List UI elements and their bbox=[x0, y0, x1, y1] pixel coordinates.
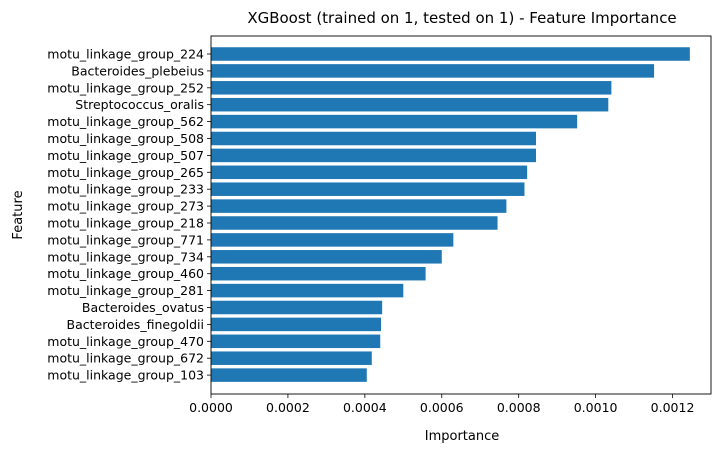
y-tick-label: Streptococcus_oralis bbox=[75, 97, 204, 112]
y-tick-label: motu_linkage_group_252 bbox=[47, 80, 204, 95]
y-tick-label: motu_linkage_group_508 bbox=[47, 131, 204, 146]
bar bbox=[211, 233, 454, 247]
y-tick-label: Bacteroides_ovatus bbox=[82, 300, 204, 315]
y-tick-label: motu_linkage_group_265 bbox=[47, 165, 204, 180]
bar bbox=[211, 199, 507, 213]
y-tick-label: motu_linkage_group_218 bbox=[47, 216, 204, 231]
bar bbox=[211, 131, 536, 146]
y-tick-label: Bacteroides_plebeius bbox=[71, 63, 204, 78]
bar bbox=[211, 64, 655, 78]
y-tick-label: motu_linkage_group_281 bbox=[47, 283, 204, 298]
bar bbox=[211, 368, 367, 382]
bar bbox=[211, 250, 442, 264]
y-tick-label: motu_linkage_group_562 bbox=[47, 114, 204, 129]
bar bbox=[211, 182, 525, 196]
x-tick-label: 0.0012 bbox=[651, 400, 695, 415]
bar bbox=[211, 148, 536, 163]
x-tick-label: 0.0006 bbox=[420, 400, 464, 415]
x-tick-label: 0.0004 bbox=[343, 400, 387, 415]
bar bbox=[211, 283, 404, 298]
y-tick-label: motu_linkage_group_273 bbox=[47, 199, 204, 214]
bar bbox=[211, 334, 381, 349]
y-tick-label: motu_linkage_group_103 bbox=[47, 368, 204, 383]
bar bbox=[211, 114, 578, 129]
y-tick-label: motu_linkage_group_734 bbox=[47, 249, 204, 264]
x-tick-label: 0.0010 bbox=[574, 400, 618, 415]
bar bbox=[211, 165, 528, 180]
bar bbox=[211, 97, 609, 112]
bar bbox=[211, 317, 381, 332]
chart-title: XGBoost (trained on 1, tested on 1) - Fe… bbox=[247, 9, 676, 27]
y-tick-label: motu_linkage_group_672 bbox=[47, 351, 204, 366]
bar bbox=[211, 266, 426, 281]
x-tick-labels: 0.0000 0.0002 0.0004 0.0006 0.0008 0.0010 0.00… bbox=[189, 394, 694, 415]
bars-group bbox=[211, 47, 690, 382]
y-tick-label: motu_linkage_group_224 bbox=[47, 47, 204, 62]
y-axis-label: Feature bbox=[11, 190, 26, 239]
bar bbox=[211, 216, 498, 230]
y-tick-label: motu_linkage_group_233 bbox=[47, 182, 204, 197]
x-tick-label: 0.0002 bbox=[266, 400, 310, 415]
x-tick-label: 0.0008 bbox=[497, 400, 541, 415]
x-axis-label: Importance bbox=[425, 429, 500, 444]
x-tick-label: 0.0000 bbox=[189, 400, 233, 415]
y-tick-label: motu_linkage_group_460 bbox=[47, 266, 204, 281]
y-tick-labels: motu_linkage_group_224Bacteroides_plebei… bbox=[47, 47, 211, 383]
y-tick-label: motu_linkage_group_470 bbox=[47, 334, 204, 349]
y-tick-label: motu_linkage_group_507 bbox=[47, 148, 204, 163]
plot-frame bbox=[210, 35, 712, 395]
bar bbox=[211, 47, 690, 61]
bar bbox=[211, 81, 612, 95]
y-tick-label: motu_linkage_group_771 bbox=[47, 232, 204, 247]
y-tick-label: Bacteroides_finegoldii bbox=[67, 317, 205, 332]
bar bbox=[211, 300, 383, 315]
bar bbox=[211, 351, 372, 365]
